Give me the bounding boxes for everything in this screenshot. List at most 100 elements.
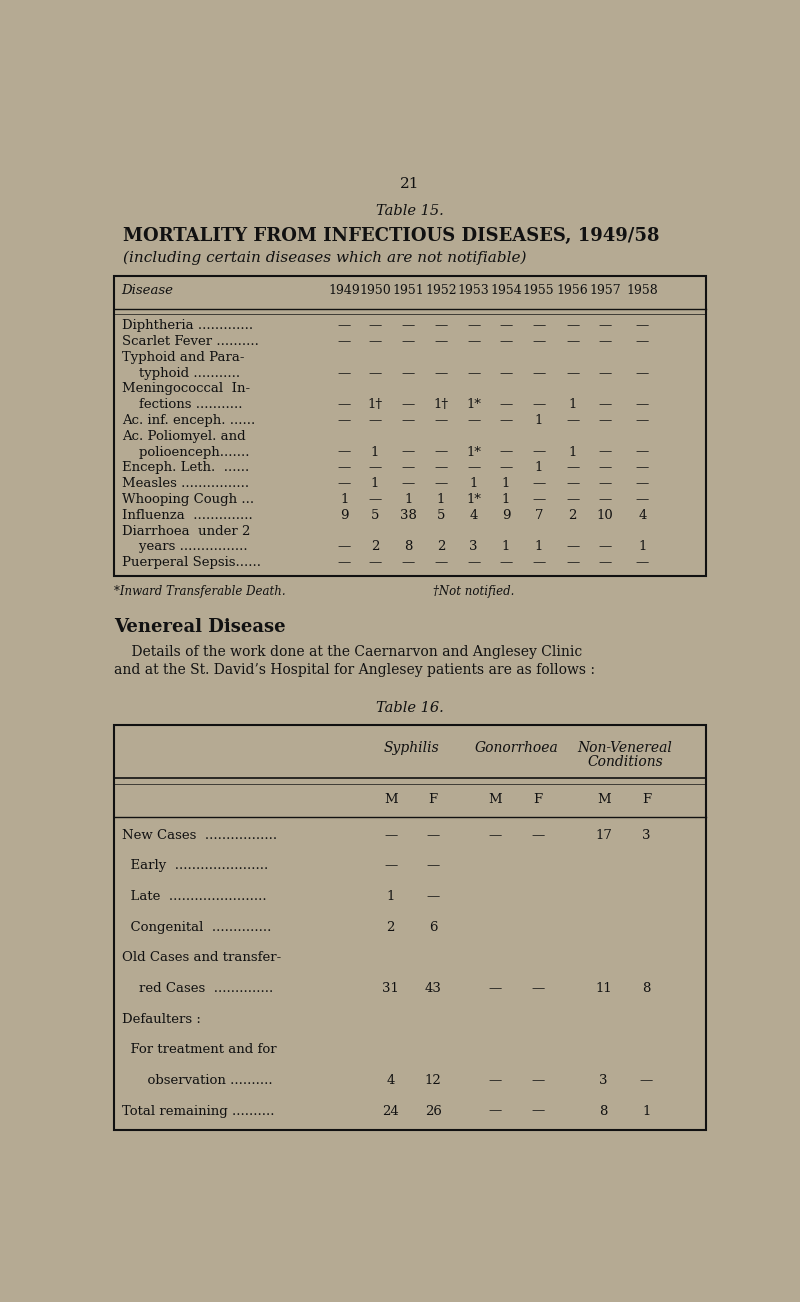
Text: —: — bbox=[489, 1074, 502, 1087]
Text: M: M bbox=[597, 793, 610, 806]
Text: 1: 1 bbox=[470, 477, 478, 490]
Text: —: — bbox=[402, 461, 415, 474]
Text: —: — bbox=[499, 556, 513, 569]
Text: Table 16.: Table 16. bbox=[376, 702, 444, 715]
Text: —: — bbox=[531, 982, 545, 995]
Text: —: — bbox=[369, 556, 382, 569]
Text: Defaulters :: Defaulters : bbox=[122, 1013, 201, 1026]
Text: 1: 1 bbox=[437, 493, 445, 506]
Text: 1: 1 bbox=[534, 461, 543, 474]
Text: Ac. inf. enceph. ......: Ac. inf. enceph. ...... bbox=[122, 414, 255, 427]
Text: 21: 21 bbox=[400, 177, 420, 191]
Text: —: — bbox=[598, 540, 612, 553]
Text: —: — bbox=[434, 556, 448, 569]
Text: —: — bbox=[566, 540, 579, 553]
Text: —: — bbox=[598, 556, 612, 569]
Text: —: — bbox=[499, 461, 513, 474]
Text: Puerperal Sepsis......: Puerperal Sepsis...... bbox=[122, 556, 261, 569]
Bar bbox=[114, 276, 706, 575]
Text: fections ...........: fections ........... bbox=[122, 398, 242, 411]
Text: —: — bbox=[369, 461, 382, 474]
Text: —: — bbox=[636, 367, 649, 380]
Text: —: — bbox=[434, 319, 448, 332]
Text: 4: 4 bbox=[470, 509, 478, 522]
Text: M: M bbox=[489, 793, 502, 806]
Text: —: — bbox=[598, 414, 612, 427]
Text: —: — bbox=[532, 477, 546, 490]
Text: —: — bbox=[598, 319, 612, 332]
Text: —: — bbox=[338, 477, 350, 490]
Text: 11: 11 bbox=[595, 982, 612, 995]
Text: —: — bbox=[598, 398, 612, 411]
Text: —: — bbox=[499, 398, 513, 411]
Text: —: — bbox=[402, 398, 415, 411]
Text: 7: 7 bbox=[534, 509, 543, 522]
Text: 1950: 1950 bbox=[359, 285, 391, 297]
Text: —: — bbox=[402, 414, 415, 427]
Text: —: — bbox=[434, 367, 448, 380]
Text: —: — bbox=[531, 1104, 545, 1117]
Text: —: — bbox=[426, 891, 440, 904]
Text: Whooping Cough ...: Whooping Cough ... bbox=[122, 493, 254, 506]
Text: 26: 26 bbox=[425, 1104, 442, 1117]
Text: Influenza  ..............: Influenza .............. bbox=[122, 509, 253, 522]
Text: —: — bbox=[426, 829, 440, 842]
Text: —: — bbox=[499, 319, 513, 332]
Text: Details of the work done at the Caernarvon and Anglesey Clinic: Details of the work done at the Caernarv… bbox=[114, 646, 582, 659]
Text: —: — bbox=[531, 1074, 545, 1087]
Text: —: — bbox=[369, 367, 382, 380]
Text: —: — bbox=[434, 461, 448, 474]
Text: Old Cases and transfer-: Old Cases and transfer- bbox=[122, 952, 281, 965]
Text: —: — bbox=[402, 556, 415, 569]
Text: typhoid ...........: typhoid ........... bbox=[122, 367, 240, 380]
Text: 1: 1 bbox=[502, 540, 510, 553]
Text: Total remaining ..........: Total remaining .......... bbox=[122, 1104, 274, 1117]
Text: —: — bbox=[338, 556, 350, 569]
Text: 1†: 1† bbox=[367, 398, 382, 411]
Text: 1: 1 bbox=[502, 477, 510, 490]
Text: —: — bbox=[426, 859, 440, 872]
Text: —: — bbox=[338, 319, 350, 332]
Text: Measles ................: Measles ................ bbox=[122, 477, 249, 490]
Text: Enceph. Leth.  ......: Enceph. Leth. ...... bbox=[122, 461, 249, 474]
Text: —: — bbox=[598, 367, 612, 380]
Text: Conditions: Conditions bbox=[587, 755, 663, 769]
Text: F: F bbox=[429, 793, 438, 806]
Text: —: — bbox=[532, 335, 546, 348]
Text: —: — bbox=[636, 445, 649, 458]
Text: —: — bbox=[467, 367, 480, 380]
Text: —: — bbox=[598, 493, 612, 506]
Text: Congenital  ..............: Congenital .............. bbox=[122, 921, 271, 934]
Text: and at the St. David’s Hospital for Anglesey patients are as follows :: and at the St. David’s Hospital for Angl… bbox=[114, 663, 595, 677]
Text: —: — bbox=[532, 319, 546, 332]
Text: —: — bbox=[338, 335, 350, 348]
Text: (including certain diseases which are not notifiable): (including certain diseases which are no… bbox=[123, 250, 526, 264]
Text: —: — bbox=[338, 414, 350, 427]
Text: Non-Venereal: Non-Venereal bbox=[578, 741, 673, 755]
Text: —: — bbox=[636, 477, 649, 490]
Text: 1†: 1† bbox=[434, 398, 449, 411]
Text: 31: 31 bbox=[382, 982, 399, 995]
Text: Diphtheria .............: Diphtheria ............. bbox=[122, 319, 253, 332]
Text: —: — bbox=[499, 367, 513, 380]
Text: —: — bbox=[434, 335, 448, 348]
Text: —: — bbox=[636, 493, 649, 506]
Text: 1: 1 bbox=[371, 477, 379, 490]
Text: —: — bbox=[640, 1074, 653, 1087]
Text: —: — bbox=[598, 461, 612, 474]
Text: 1953: 1953 bbox=[458, 285, 490, 297]
Text: 4: 4 bbox=[386, 1074, 395, 1087]
Text: —: — bbox=[636, 319, 649, 332]
Text: —: — bbox=[636, 556, 649, 569]
Text: 8: 8 bbox=[404, 540, 413, 553]
Text: —: — bbox=[566, 477, 579, 490]
Text: F: F bbox=[642, 793, 651, 806]
Text: 1: 1 bbox=[638, 540, 646, 553]
Text: —: — bbox=[598, 477, 612, 490]
Text: 17: 17 bbox=[595, 829, 612, 842]
Text: —: — bbox=[384, 859, 398, 872]
Text: —: — bbox=[489, 982, 502, 995]
Text: New Cases  .................: New Cases ................. bbox=[122, 829, 277, 842]
Text: —: — bbox=[434, 414, 448, 427]
Text: 1954: 1954 bbox=[490, 285, 522, 297]
